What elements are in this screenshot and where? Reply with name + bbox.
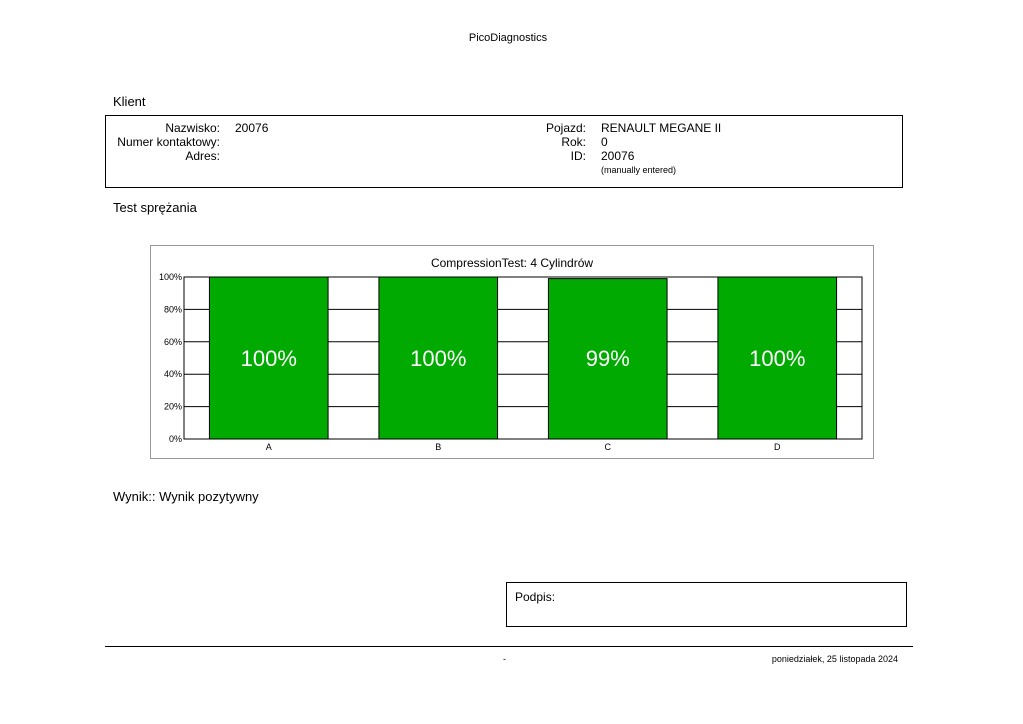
bar-A [208, 276, 329, 440]
surname-value: 20076 [235, 121, 269, 135]
result-text: Wynik:: Wynik pozytywny [113, 489, 259, 504]
bar-value-label-A: 100% [241, 346, 297, 371]
id-note: (manually entered) [601, 165, 677, 175]
bar-value-label-C: 99% [586, 346, 630, 371]
footer-divider [105, 646, 913, 647]
id-value: 20076 [601, 149, 635, 163]
bar-C [547, 278, 668, 440]
bar-B [378, 276, 499, 440]
contact-label: Numer kontaktowy: [117, 135, 220, 149]
signature-box: Podpis: [506, 582, 907, 627]
id-label: ID: [570, 149, 586, 163]
year-value: 0 [601, 135, 608, 149]
year-label: Rok: [561, 135, 586, 149]
client-section-heading: Klient [113, 94, 146, 109]
footer-date: poniedziałek, 25 listopada 2024 [771, 654, 898, 664]
footer-page-separator: - [503, 654, 506, 664]
x-tick-label-C: C [605, 442, 612, 452]
y-tick-label: 60% [164, 337, 182, 347]
client-info-box: Nazwisko: 20076 Numer kontaktowy: Adres:… [105, 115, 903, 188]
app-title: PicoDiagnostics [468, 32, 548, 44]
signature-label: Podpis: [515, 590, 556, 604]
chart-canvas: CompressionTest: 4 Cylindrów 0% 20% 40% 60%… [159, 256, 863, 452]
compression-chart: CompressionTest: 4 Cylindrów 0% 20% 40% 60%… [150, 245, 874, 459]
x-tick-label-A: A [266, 442, 272, 452]
bar-value-label-B: 100% [410, 346, 466, 371]
x-tick-label-B: B [435, 442, 441, 452]
y-tick-label: 0% [169, 434, 182, 444]
y-tick-label: 80% [164, 304, 182, 314]
bar-value-label-D: 100% [749, 346, 805, 371]
test-section-heading: Test sprężania [113, 200, 197, 215]
vehicle-value: RENAULT MEGANE II [601, 121, 722, 135]
bar-D [717, 276, 838, 440]
address-label: Adres: [185, 149, 220, 163]
y-tick-label: 100% [159, 272, 182, 282]
chart-title: CompressionTest: 4 Cylindrów [431, 256, 593, 270]
y-tick-label: 40% [164, 369, 182, 379]
vehicle-label: Pojazd: [545, 121, 586, 135]
surname-label: Nazwisko: [165, 121, 220, 135]
y-tick-label: 20% [164, 402, 182, 412]
x-tick-label-D: D [774, 442, 781, 452]
